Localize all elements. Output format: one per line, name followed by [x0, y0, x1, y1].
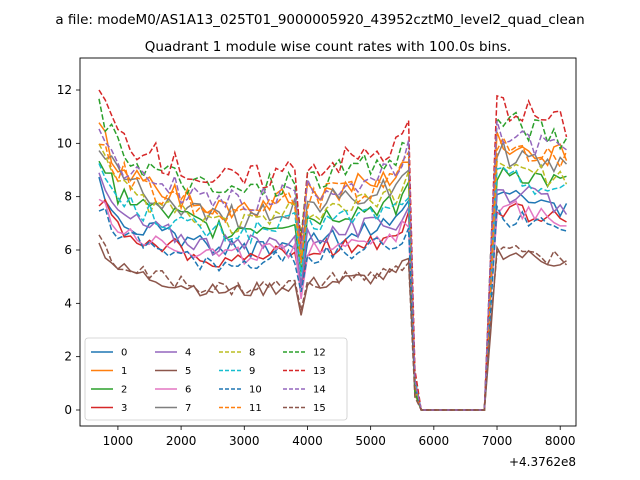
- legend-label: 2: [121, 385, 127, 396]
- legend-label: 11: [249, 403, 262, 414]
- y-tick-label: 0: [64, 403, 72, 417]
- legend-label: 0: [121, 348, 127, 359]
- x-tick-label: 4000: [292, 434, 323, 448]
- legend-label: 5: [185, 366, 191, 377]
- legend-item: 3: [91, 403, 127, 414]
- y-tick-label: 4: [64, 296, 72, 310]
- legend-item: 0: [91, 348, 127, 359]
- legend-item: 2: [91, 385, 127, 396]
- legend-label: 15: [313, 403, 326, 414]
- legend-item: 13: [283, 366, 326, 377]
- x-tick-label: 6000: [419, 434, 450, 448]
- legend-item: 4: [155, 348, 191, 359]
- legend-item: 11: [219, 403, 262, 414]
- x-tick-label: 1000: [103, 434, 134, 448]
- legend-label: 14: [313, 385, 326, 396]
- series-line-10: [98, 203, 567, 411]
- legend-label: 6: [185, 385, 191, 396]
- x-tick-label: 3000: [229, 434, 260, 448]
- series-layer: [98, 89, 568, 411]
- legend-item: 14: [283, 385, 326, 396]
- plot-frame: [79, 57, 577, 427]
- x-tick-label: 2000: [166, 434, 197, 448]
- x-axis: 1000 2000 3000 4000 5000 6000 7000 8000: [103, 426, 576, 448]
- series-line-15: [98, 234, 568, 411]
- legend-item: 12: [283, 348, 326, 359]
- x-offset-label: +4.3762e8: [509, 455, 576, 469]
- legend-label: 1: [121, 366, 127, 377]
- legend-label: 8: [249, 348, 255, 359]
- series-line-14: [98, 120, 567, 411]
- legend-label: 9: [249, 366, 255, 377]
- legend-item: 7: [155, 403, 191, 414]
- legend-label: 10: [249, 385, 262, 396]
- x-tick-label: 5000: [355, 434, 386, 448]
- chart-title: Quadrant 1 module wise count rates with …: [145, 39, 511, 55]
- legend-label: 12: [313, 348, 326, 359]
- legend-label: 13: [313, 366, 326, 377]
- legend-item: 6: [155, 385, 191, 396]
- legend-item: 1: [91, 366, 127, 377]
- series-line-13: [98, 89, 568, 411]
- legend-item: 5: [155, 366, 191, 377]
- x-tick-label: 7000: [482, 434, 513, 448]
- legend-label: 4: [185, 348, 191, 359]
- legend-item: 9: [219, 366, 255, 377]
- y-axis: 0 2 4 6 8 10 12: [57, 83, 80, 417]
- legend-item: 8: [219, 348, 255, 359]
- y-tick-label: 8: [64, 190, 72, 204]
- y-tick-label: 12: [57, 83, 72, 97]
- series-line-11: [98, 135, 568, 411]
- y-tick-label: 10: [57, 136, 72, 150]
- legend-label: 3: [121, 403, 127, 414]
- y-tick-label: 2: [64, 350, 72, 364]
- legend-item: 15: [283, 403, 326, 414]
- x-tick-label: 8000: [545, 434, 576, 448]
- y-tick-label: 6: [64, 243, 72, 257]
- legend-frame: [84, 337, 348, 421]
- chart-suptitle: a file: modeM0/AS1A13_025T01_9000005920_…: [55, 12, 584, 28]
- legend-label: 7: [185, 403, 191, 414]
- legend-item: 10: [219, 385, 262, 396]
